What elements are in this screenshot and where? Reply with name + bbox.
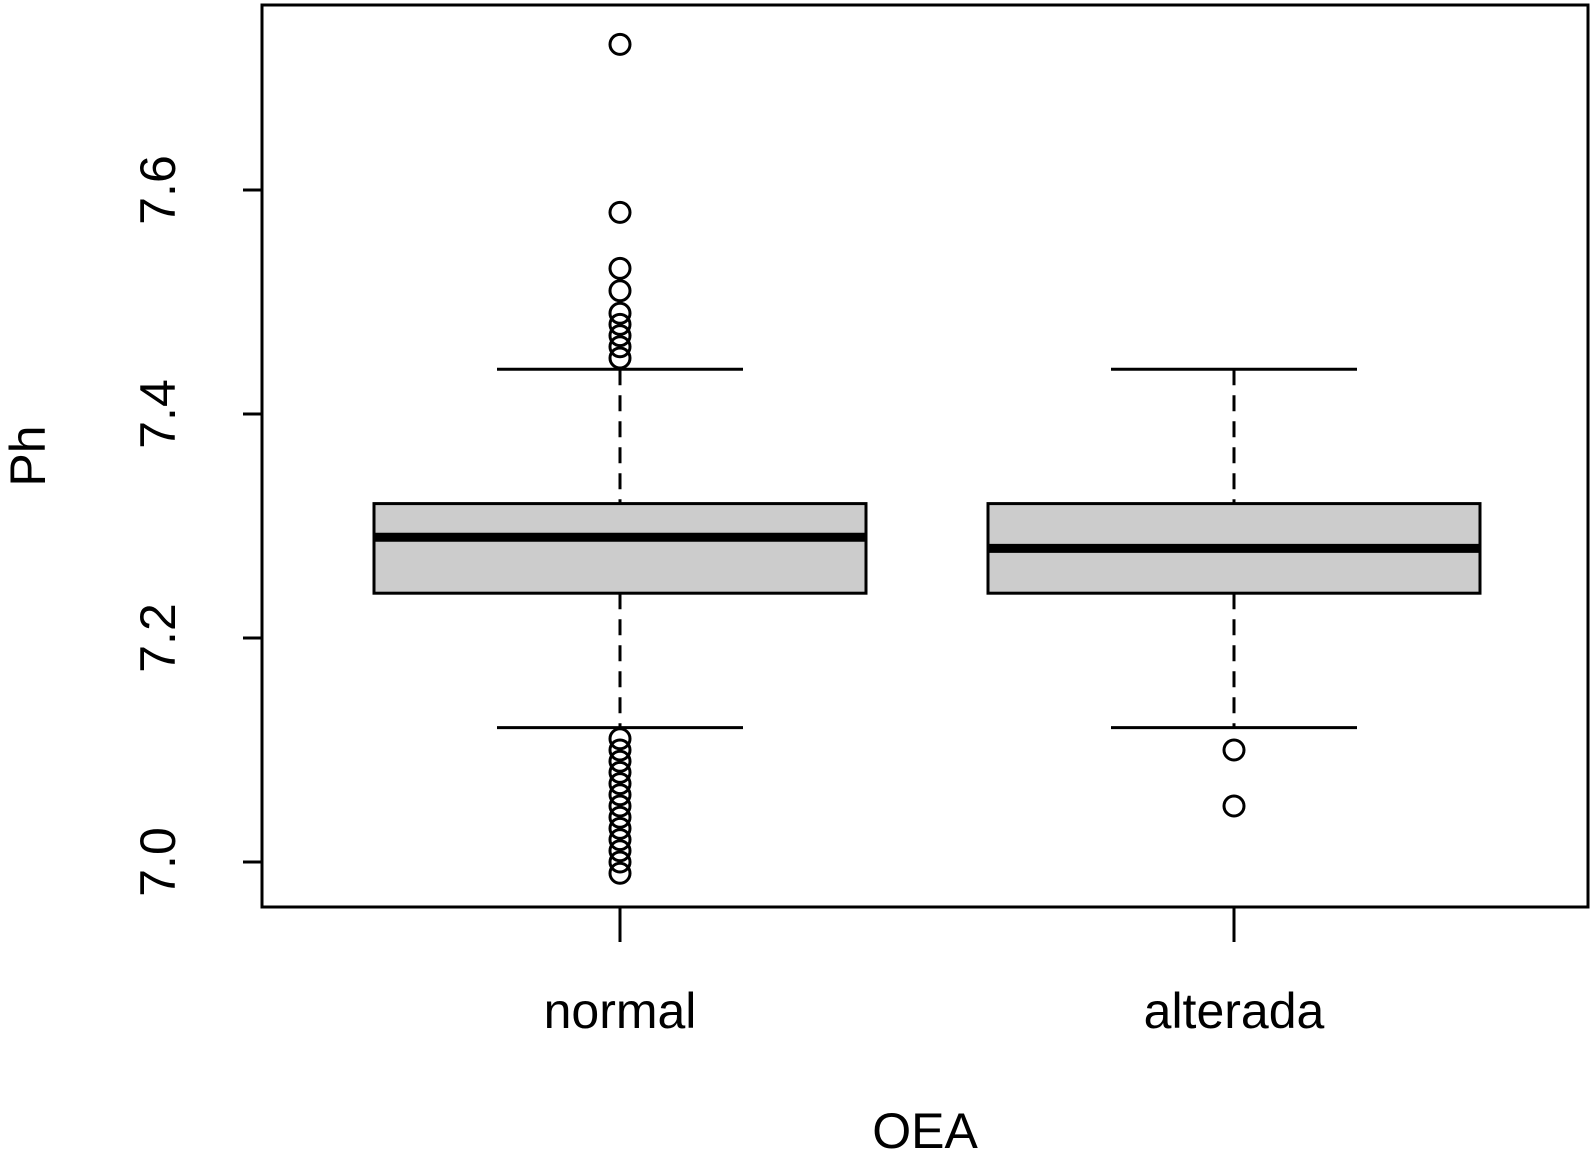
outlier-point	[608, 324, 632, 348]
outlier-point	[608, 738, 632, 762]
outlier-point	[608, 279, 632, 303]
x-tick-label: alterada	[1144, 983, 1325, 1039]
boxes	[372, 32, 1482, 885]
plot-frame	[260, 3, 1590, 909]
outlier-point	[608, 794, 632, 818]
outlier-point	[608, 783, 632, 807]
y-tick-label: 7.4	[130, 379, 186, 449]
y-axis: 7.0 7.2 7.4 7.6	[130, 155, 262, 897]
outlier-point	[608, 346, 632, 370]
outlier-point	[608, 760, 632, 784]
outlier-point	[1222, 794, 1246, 818]
outlier-point	[608, 32, 632, 56]
x-axis-label: OEA	[872, 1103, 978, 1159]
outlier-point	[608, 850, 632, 874]
outlier-point	[608, 301, 632, 325]
outlier-point	[608, 861, 632, 885]
outlier-point	[1222, 738, 1246, 762]
y-axis-label: Ph	[0, 425, 56, 486]
outlier-point	[608, 749, 632, 773]
y-tick-label: 7.6	[130, 155, 186, 225]
x-axis: normal alterada	[544, 907, 1325, 1039]
outlier-point	[608, 772, 632, 796]
y-tick-label: 7.0	[130, 827, 186, 897]
outlier-point	[608, 839, 632, 863]
outlier-point	[608, 727, 632, 751]
outlier-point	[608, 335, 632, 359]
box-group	[986, 367, 1482, 818]
outlier-point	[608, 200, 632, 224]
outlier-point	[608, 312, 632, 336]
outlier-point	[608, 828, 632, 852]
box-group	[372, 32, 868, 885]
y-tick-label: 7.2	[130, 603, 186, 673]
box-iqr	[372, 502, 868, 595]
outlier-point	[608, 256, 632, 280]
outlier-point	[608, 805, 632, 829]
outlier-point	[608, 816, 632, 840]
x-tick-label: normal	[544, 983, 697, 1039]
